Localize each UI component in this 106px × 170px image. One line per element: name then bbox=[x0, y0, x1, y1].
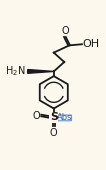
Text: Abs: Abs bbox=[56, 113, 72, 122]
Polygon shape bbox=[28, 70, 54, 73]
Text: O: O bbox=[50, 128, 58, 138]
Text: OH: OH bbox=[82, 39, 100, 49]
Text: O: O bbox=[33, 111, 40, 121]
FancyBboxPatch shape bbox=[57, 115, 72, 121]
Text: S: S bbox=[50, 112, 58, 122]
Text: $\mathregular{H_2N}$: $\mathregular{H_2N}$ bbox=[5, 65, 26, 78]
Text: O: O bbox=[61, 27, 69, 36]
